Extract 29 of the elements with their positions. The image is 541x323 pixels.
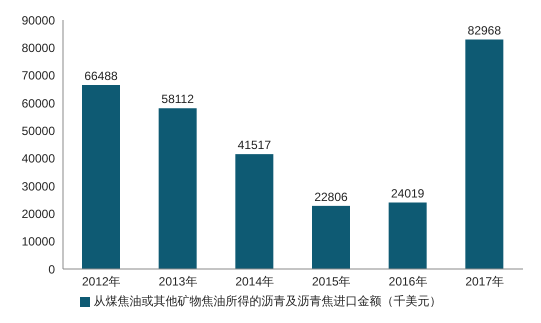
x-tick-label: 2012年	[82, 274, 121, 289]
x-tick-label: 2013年	[158, 274, 198, 289]
y-tick-label: 10000	[22, 234, 56, 249]
y-tick-label: 60000	[22, 96, 56, 110]
x-tick-label: 2017年	[465, 274, 504, 289]
legend-label: 从煤焦油或其他矿物焦油所得的沥青及沥青焦进口金额（千美元）	[94, 294, 442, 308]
y-tick-label: 40000	[22, 152, 56, 166]
y-tick-label: 0	[48, 262, 56, 276]
bar	[388, 202, 427, 269]
data-label: 41517	[238, 138, 272, 152]
x-tick-label: 2016年	[388, 274, 428, 289]
data-label: 66488	[84, 69, 118, 84]
bar	[465, 39, 504, 269]
y-tick-label: 20000	[22, 206, 56, 221]
y-tick-label: 30000	[22, 179, 56, 194]
data-label: 82968	[468, 23, 502, 38]
x-tick-label: 2015年	[312, 274, 351, 289]
data-label: 58112	[161, 92, 194, 106]
bar	[235, 154, 274, 269]
bar	[158, 108, 197, 269]
y-tick-label: 50000	[22, 124, 56, 138]
data-label: 22806	[314, 190, 348, 204]
y-tick-label: 80000	[22, 40, 56, 55]
x-tick-label: 2014年	[235, 274, 274, 289]
y-tick-label: 90000	[22, 13, 56, 28]
bar	[82, 85, 120, 269]
y-tick-label: 70000	[22, 68, 56, 83]
bar	[312, 206, 350, 269]
data-label: 24019	[390, 186, 425, 201]
